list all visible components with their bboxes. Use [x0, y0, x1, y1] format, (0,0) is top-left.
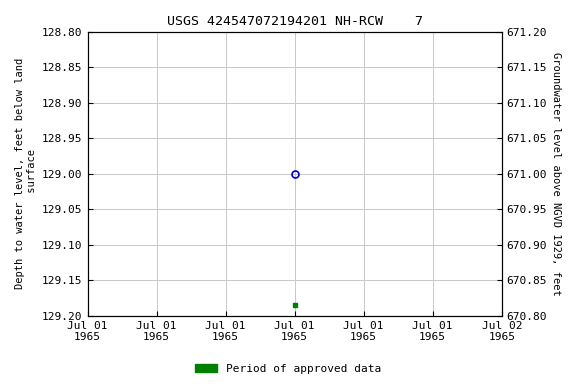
Legend: Period of approved data: Period of approved data [191, 359, 385, 379]
Y-axis label: Depth to water level, feet below land
 surface: Depth to water level, feet below land su… [15, 58, 37, 290]
Y-axis label: Groundwater level above NGVD 1929, feet: Groundwater level above NGVD 1929, feet [551, 52, 561, 296]
Title: USGS 424547072194201 NH-RCW    7: USGS 424547072194201 NH-RCW 7 [166, 15, 423, 28]
